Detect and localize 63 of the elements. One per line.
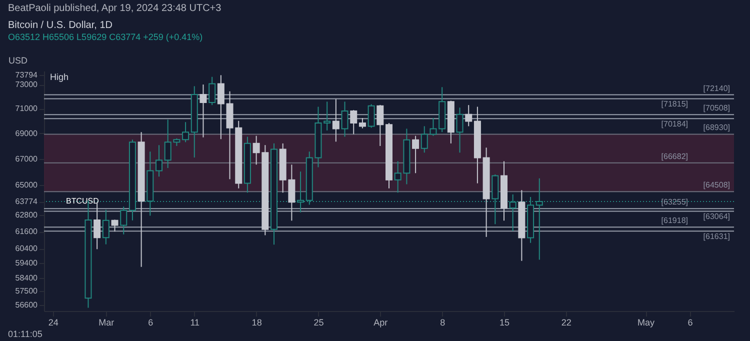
y-tick-label: 63774 <box>15 197 38 206</box>
ref-line-label: [70508] <box>703 104 730 113</box>
y-tick-label: 65000 <box>15 180 38 190</box>
x-tick-label: Apr <box>374 318 388 328</box>
ref-line-label: [64508] <box>703 180 730 190</box>
y-tick-label: 60400 <box>15 244 38 254</box>
chart-subtitle: O63512 H65506 L59629 C63774 +259 (+0.41%) <box>8 32 203 42</box>
chart-title: Bitcoin / U.S. Dollar, 1D <box>8 20 112 31</box>
candlestick <box>341 101 348 138</box>
y-tick-label: 69000 <box>15 128 38 138</box>
annotation: High <box>50 72 69 82</box>
y-tick-label: 73794 <box>15 70 38 80</box>
candlestick <box>456 107 464 154</box>
candlestick <box>182 122 190 143</box>
x-tick-label: 18 <box>252 318 262 328</box>
y-tick-label: 56600 <box>15 300 38 310</box>
x-tick-label: Mar <box>98 318 114 328</box>
y-tick-label: 71000 <box>15 104 38 114</box>
candlestick <box>465 104 472 127</box>
x-tick-label: 25 <box>314 318 324 328</box>
ref-line-label: [66682] <box>661 152 688 161</box>
ref-line-label: [71815] <box>661 100 688 109</box>
y-tick-label: 58400 <box>15 273 38 282</box>
candlestick <box>324 101 331 131</box>
candlestick <box>208 76 216 106</box>
candlestick <box>156 144 162 178</box>
x-tick-label: 22 <box>561 318 572 328</box>
x-tick-label: 6 <box>688 318 693 328</box>
candlestick <box>217 74 224 140</box>
y-tick-label: 62800 <box>15 210 38 220</box>
text: BeatPaoli published, Apr 19, 2024 23:48 UTC+3 <box>7 2 222 16</box>
ref-line-label: [63255] <box>661 198 688 207</box>
ref-line-label: [68930] <box>703 123 730 132</box>
y-tick-label: 61600 <box>15 227 38 236</box>
y-tick-label: 57500 <box>15 286 38 296</box>
ref-line-label: BTCUSD <box>66 196 100 206</box>
y-axis-title: USD <box>8 56 28 66</box>
ref-line-label: [61631] <box>703 232 730 242</box>
candlestick <box>120 206 128 235</box>
ref-line-label: [61918] <box>661 216 688 226</box>
candlestick <box>111 219 118 232</box>
candlestick <box>94 202 101 250</box>
x-tick-label: 11 <box>190 318 200 328</box>
y-tick-label: 59400 <box>15 258 38 268</box>
candlestick <box>332 98 340 142</box>
candlestick <box>102 209 110 245</box>
ref-line-label: [63064] <box>703 212 730 222</box>
candlestick <box>412 135 420 174</box>
candlestick <box>200 84 207 138</box>
candlestick <box>376 104 384 146</box>
candlestick <box>368 104 375 128</box>
text: 01:11:05 <box>7 329 44 339</box>
candlestick <box>358 118 366 129</box>
y-tick-label: 73000 <box>15 80 38 90</box>
x-tick-label: 15 <box>499 318 510 328</box>
x-tick-label: May <box>638 318 656 328</box>
candlestick <box>350 110 358 135</box>
ref-line-label: [72140] <box>703 84 730 93</box>
x-tick-label: 8 <box>440 318 446 328</box>
ref-line-label: [70184] <box>661 120 688 129</box>
x-tick-label: 24 <box>48 318 58 328</box>
y-tick-label: 67000 <box>15 154 38 164</box>
x-tick-label: 6 <box>148 318 154 328</box>
